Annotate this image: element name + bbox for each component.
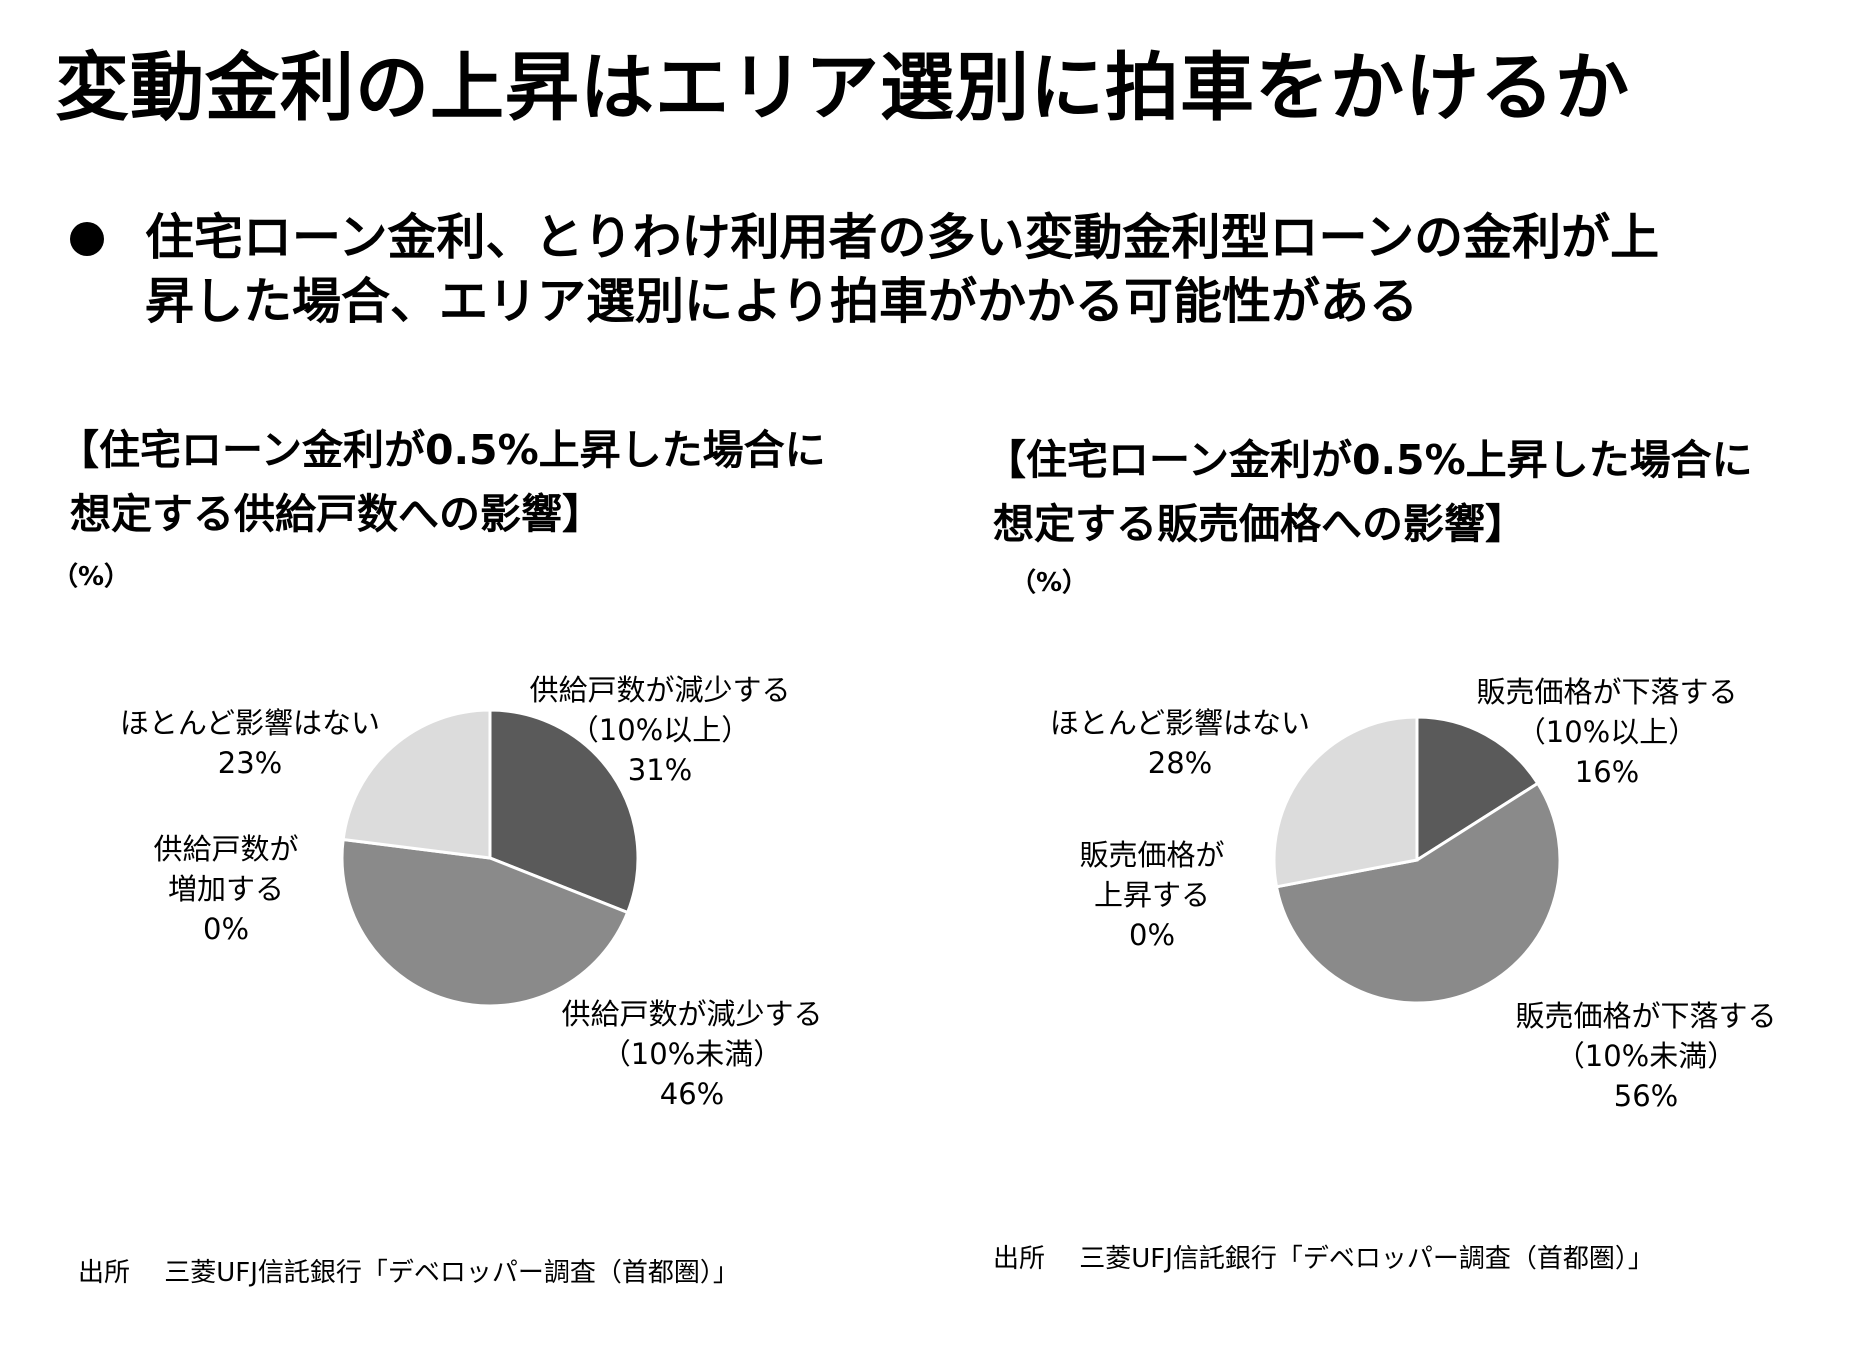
right-slice-label-0: 販売価格が下落する （10%以上） 16%: [1476, 672, 1737, 792]
left-chart-title-line2: 想定する供給戸数への影響】: [70, 490, 603, 538]
right-slice-0-name1: 販売価格が下落する: [1476, 675, 1738, 709]
left-slice-2-value: 0%: [202, 912, 250, 946]
left-chart-unit: （%）: [52, 562, 131, 592]
right-slice-label-2: 販売価格が 上昇する 0%: [1079, 835, 1224, 955]
right-chart-title-line2: 想定する販売価格への影響】: [993, 500, 1526, 548]
right-slice-2-value: 0%: [1128, 918, 1176, 952]
left-chart-title-line1: 【住宅ローン金利が0.5%上昇した場合に: [58, 426, 826, 474]
right-chart-title-line1: 【住宅ローン金利が0.5%上昇した場合に: [985, 436, 1753, 484]
left-slice-2-name1: 供給戸数が: [153, 832, 299, 866]
bullet-dot-icon: [70, 222, 104, 256]
right-slice-2-name1: 販売価格が: [1079, 838, 1225, 872]
right-pie-slice-1: [1274, 781, 1562, 1005]
bullet-text-line2: 昇した場合、エリア選別により拍車がかかる可能性がある: [145, 273, 1419, 330]
right-pie-slice-0: [1415, 715, 1540, 863]
left-slice-3-value: 23%: [217, 746, 283, 780]
right-chart-source: 出所 三菱UFJ信託銀行「デベロッパー調査（首都圏）」: [993, 1244, 1654, 1274]
right-slice-2-name2: 上昇する: [1093, 878, 1211, 912]
right-slice-1-name2: （10%未満）: [1555, 1039, 1737, 1073]
left-pie-chart: [340, 708, 640, 1008]
right-slice-0-value: 16%: [1574, 755, 1640, 789]
left-pie-slice-0: [488, 708, 640, 915]
left-slice-label-0: 供給戸数が減少する （10%以上） 31%: [529, 670, 790, 790]
left-pie-slice-1: [340, 837, 630, 1008]
left-slice-0-name2: （10%以上）: [569, 713, 751, 747]
right-slice-1-name1: 販売価格が下落する: [1515, 999, 1777, 1033]
left-slice-0-value: 31%: [627, 753, 693, 787]
left-slice-1-value: 46%: [659, 1077, 725, 1111]
left-slice-0-name1: 供給戸数が減少する: [529, 673, 791, 707]
right-slice-0-name2: （10%以上）: [1516, 715, 1698, 749]
right-pie-slice-3: [1272, 715, 1419, 889]
right-slice-label-3: ほとんど影響はない 28%: [1050, 703, 1310, 783]
left-slice-label-3: ほとんど影響はない 23%: [120, 703, 380, 783]
right-slice-3-value: 28%: [1147, 746, 1213, 780]
page-title: 変動金利の上昇はエリア選別に拍車をかけるか: [55, 45, 1630, 131]
bullet-text-line1: 住宅ローン金利、とりわけ利用者の多い変動金利型ローンの金利が上: [145, 209, 1660, 266]
right-pie-chart: [1272, 715, 1562, 1005]
left-pie-slice-3: [341, 708, 492, 860]
left-slice-3-name1: ほとんど影響はない: [119, 706, 381, 740]
right-slice-label-1: 販売価格が下落する （10%未満） 56%: [1515, 996, 1776, 1116]
right-chart-unit: （%）: [1010, 568, 1089, 598]
right-slice-1-value: 56%: [1613, 1079, 1679, 1113]
right-slice-3-name1: ほとんど影響はない: [1049, 706, 1311, 740]
left-slice-label-2: 供給戸数が 増加する 0%: [153, 829, 298, 949]
left-chart-source: 出所 三菱UFJ信託銀行「デベロッパー調査（首都圏）」: [78, 1258, 739, 1288]
left-slice-2-name2: 増加する: [167, 872, 285, 906]
left-slice-1-name2: （10%未満）: [601, 1037, 783, 1071]
left-slice-1-name1: 供給戸数が減少する: [561, 997, 823, 1031]
left-slice-label-1: 供給戸数が減少する （10%未満） 46%: [561, 994, 822, 1114]
